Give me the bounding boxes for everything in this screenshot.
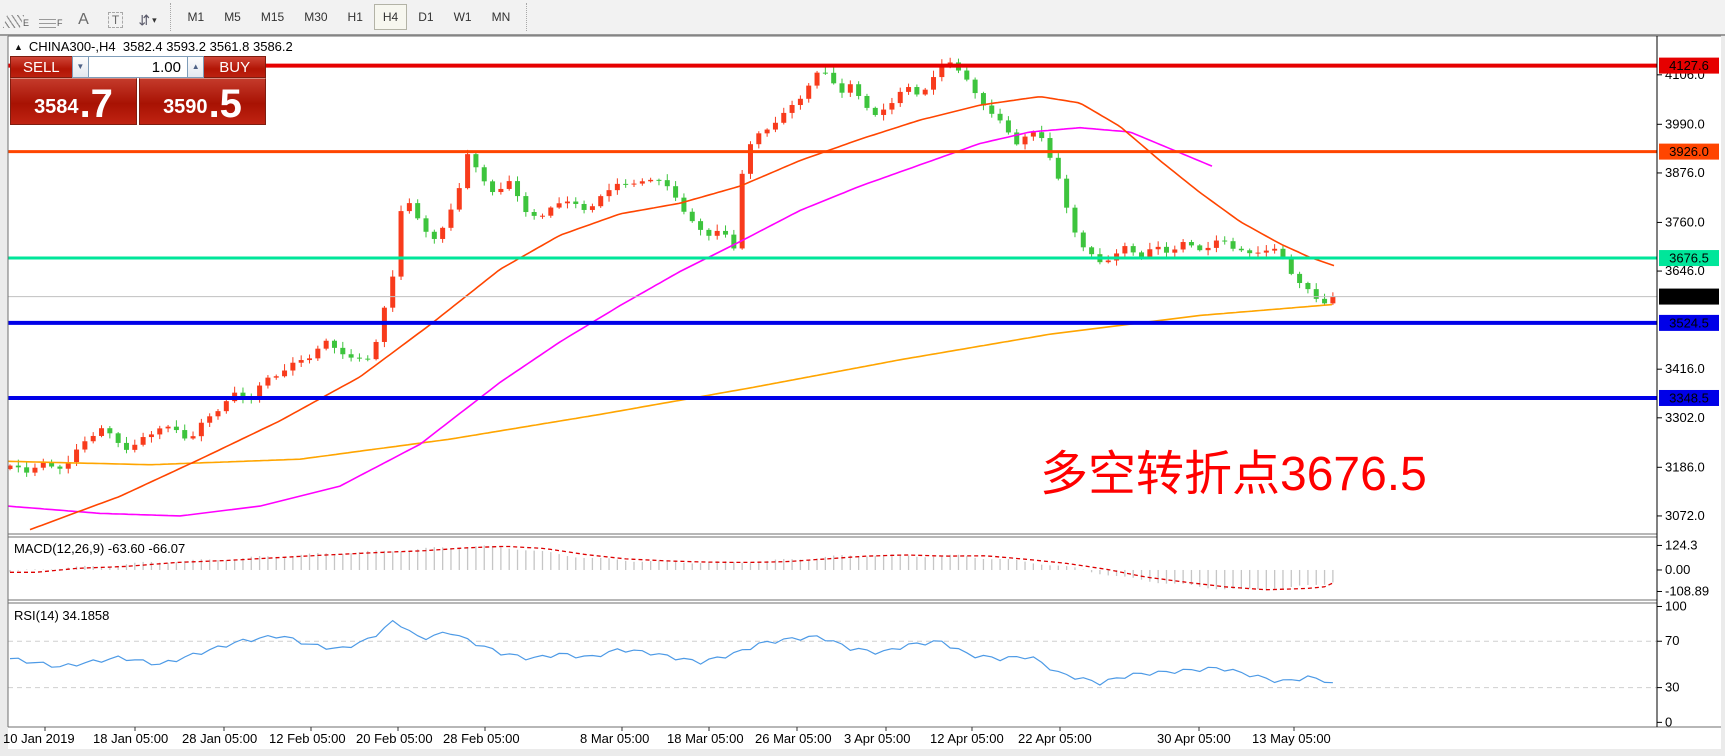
svg-text:22 Apr 05:00: 22 Apr 05:00	[1018, 731, 1092, 746]
svg-text:3302.0: 3302.0	[1665, 410, 1705, 425]
timeframe-m1[interactable]: M1	[187, 10, 205, 24]
volume-increase-button[interactable]: ▲	[187, 56, 205, 78]
text-label-icon[interactable]: T	[102, 4, 130, 30]
sell-price-display[interactable]: 3584 .7	[10, 78, 137, 125]
macd-histogram	[9, 545, 1334, 590]
svg-text:3676.5: 3676.5	[1669, 251, 1709, 266]
svg-text:30 Apr 05:00: 30 Apr 05:00	[1157, 731, 1231, 746]
svg-text:-108.89: -108.89	[1665, 583, 1709, 598]
horizontal-level-lines	[8, 63, 1657, 400]
arrow-tools-icon: ⇵	[138, 12, 151, 28]
timeframe-mn[interactable]: MN	[491, 10, 511, 24]
timeframe-h1[interactable]: H1	[347, 10, 363, 24]
candles-layer	[7, 57, 1336, 477]
sell-button[interactable]: SELL	[10, 56, 72, 78]
toolbar-separator	[526, 3, 528, 31]
svg-text:3586.2: 3586.2	[1669, 289, 1709, 304]
timeframe-d1[interactable]: D1	[418, 10, 434, 24]
buy-price-int: 3590	[163, 96, 208, 118]
svg-text:3876.0: 3876.0	[1665, 165, 1705, 180]
svg-text:28 Jan 05:00: 28 Jan 05:00	[182, 731, 257, 746]
dropdown-caret-icon: ▾	[152, 15, 157, 25]
svg-text:12 Apr 05:00: 12 Apr 05:00	[930, 731, 1004, 746]
svg-text:18 Mar 05:00: 18 Mar 05:00	[667, 731, 744, 746]
chart-title: ▲ CHINA300-,H4 3582.4 3593.2 3561.8 3586.…	[14, 39, 293, 69]
buy-price-display[interactable]: 3590 .5	[139, 78, 266, 125]
svg-text:3 Apr 05:00: 3 Apr 05:00	[844, 731, 911, 746]
collapse-icon[interactable]: ▲	[14, 42, 23, 52]
svg-text:3760.0: 3760.0	[1665, 214, 1705, 229]
svg-text:30: 30	[1665, 680, 1679, 695]
svg-text:18 Jan 05:00: 18 Jan 05:00	[93, 731, 168, 746]
buy-price-dec: .5	[208, 82, 242, 126]
svg-text:8 Mar 05:00: 8 Mar 05:00	[580, 731, 649, 746]
svg-text:10 Jan 2019: 10 Jan 2019	[3, 731, 75, 746]
equidistant-channel-icon[interactable]: E	[2, 4, 32, 30]
sell-price-dec: .7	[79, 82, 113, 126]
macd-label: MACD(12,26,9) -63.60 -66.07	[14, 541, 186, 556]
svg-text:13 May 05:00: 13 May 05:00	[1252, 731, 1331, 746]
timeframe-m15[interactable]: M15	[260, 10, 285, 24]
svg-text:3072.0: 3072.0	[1665, 508, 1705, 523]
timeframe-m30[interactable]: M30	[304, 10, 328, 24]
svg-text:124.3: 124.3	[1665, 537, 1698, 552]
rsi-layer	[8, 619, 1657, 689]
sell-price-int: 3584	[34, 96, 79, 118]
volume-input[interactable]	[89, 56, 187, 78]
svg-text:3524.5: 3524.5	[1669, 315, 1709, 330]
one-click-trade-panel: SELL ▼ ▲ BUY 3584 .7 3590 .5	[10, 56, 266, 125]
svg-text:3416.0: 3416.0	[1665, 361, 1705, 376]
date-axis: 10 Jan 2019 18 Jan 05:00 28 Jan 05:00 12 Fe…	[3, 727, 1331, 746]
symbol-period-label: CHINA300-,H4	[28, 39, 116, 54]
svg-text:20 Feb 05:00: 20 Feb 05:00	[356, 731, 433, 746]
svg-text:100: 100	[1665, 598, 1687, 613]
svg-text:3186.0: 3186.0	[1665, 459, 1705, 474]
ma-mid-line	[7, 126, 1213, 517]
text-icon[interactable]: A	[78, 11, 89, 28]
panel-borders	[0, 35, 1725, 728]
ma-slow-line	[7, 303, 1333, 466]
timeframe-h4[interactable]: H4	[373, 4, 408, 30]
svg-text:26 Mar 05:00: 26 Mar 05:00	[755, 731, 832, 746]
ma-fast-line	[29, 96, 1335, 531]
svg-text:3646.0: 3646.0	[1665, 263, 1705, 278]
svg-text:0.00: 0.00	[1665, 562, 1690, 577]
svg-text:4127.6: 4127.6	[1669, 58, 1709, 73]
svg-text:3990.0: 3990.0	[1665, 116, 1705, 131]
timeframe-w1[interactable]: W1	[453, 10, 472, 24]
volume-decrease-button[interactable]: ▼	[71, 56, 89, 78]
timeframe-group: M1 M5 M15 M30 H1 H4 D1 W1 MN	[178, 4, 521, 30]
rsi-label: RSI(14) 34.1858	[14, 608, 110, 623]
chart-annotation-text: 多空转折点3676.5	[1040, 448, 1427, 501]
timeframe-m5[interactable]: M5	[224, 10, 241, 24]
svg-text:12 Feb 05:00: 12 Feb 05:00	[269, 731, 346, 746]
svg-text:3926.0: 3926.0	[1669, 144, 1709, 159]
chart-background	[0, 35, 1725, 756]
arrow-tools-button[interactable]: ⇵ ▾	[134, 4, 162, 30]
svg-text:70: 70	[1665, 633, 1679, 648]
fibonacci-icon[interactable]: F	[36, 4, 66, 30]
toolbar: E F A T ⇵ ▾ M1 M5 M15 M30 H1 H4 D1 W1 MN	[0, 0, 1725, 35]
price-badges: 4127.6 3926.0 3676.5 3586.2 3524.5 3348.5	[1659, 57, 1719, 406]
ohlc-values: 3582.4 3593.2 3561.8 3586.2	[122, 39, 293, 54]
macd-signal-line	[10, 545, 1334, 591]
svg-text:0: 0	[1665, 714, 1672, 729]
svg-text:3348.5: 3348.5	[1669, 390, 1709, 405]
svg-text:28 Feb 05:00: 28 Feb 05:00	[443, 731, 520, 746]
toolbar-separator	[169, 3, 172, 31]
buy-button[interactable]: BUY	[204, 56, 266, 78]
